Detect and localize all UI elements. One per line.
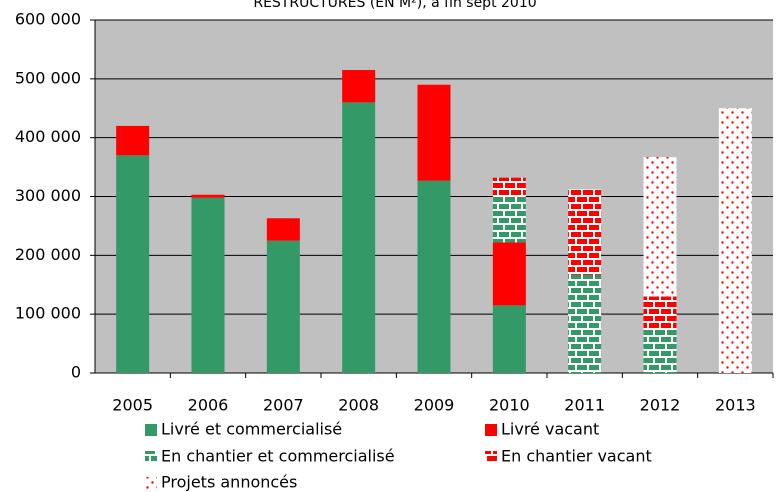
bar-segment xyxy=(116,125,150,156)
x-tick-label: 2010 xyxy=(489,396,530,415)
bar-segment xyxy=(492,177,526,197)
bar-segment xyxy=(342,70,376,103)
bar-segment xyxy=(643,330,677,373)
chart-title: RESTRUCTURÉS (EN M²), à fin sept 2010 xyxy=(253,0,536,11)
y-tick-label: 500 000 xyxy=(15,68,81,87)
bar-segment xyxy=(492,305,526,373)
bar-segment xyxy=(492,196,526,243)
bar-segment xyxy=(191,197,225,373)
y-tick-label: 0 xyxy=(71,363,81,382)
x-tick-label: 2008 xyxy=(338,396,379,415)
bar-segment xyxy=(266,240,300,373)
y-tick-label: 100 000 xyxy=(15,304,81,323)
x-tick-label: 2005 xyxy=(112,396,153,415)
bar-segment xyxy=(417,180,451,373)
legend-swatch xyxy=(485,424,497,436)
y-tick-label: 600 000 xyxy=(15,10,81,29)
legend-label: Projets annoncés xyxy=(161,473,297,492)
x-tick-label: 2012 xyxy=(640,396,681,415)
x-tick-label: 2011 xyxy=(564,396,605,415)
legend-label: Livré vacant xyxy=(501,420,599,439)
bar-segment xyxy=(116,155,150,373)
legend-swatch xyxy=(145,451,157,463)
bar-segment xyxy=(342,102,376,373)
bar-segment xyxy=(568,274,602,373)
y-tick-label: 400 000 xyxy=(15,127,81,146)
legend-swatch xyxy=(485,451,497,463)
bar-segment xyxy=(417,84,451,181)
legend-swatch xyxy=(145,424,157,436)
legend-label: En chantier vacant xyxy=(501,447,652,466)
legend-label: En chantier et commercialisé xyxy=(161,447,395,466)
legend: Livré et commercialisé Livré vacant En cha… xyxy=(145,420,652,492)
bar-segment xyxy=(191,194,225,198)
x-tick-label: 2006 xyxy=(188,396,229,415)
bar-segment xyxy=(568,189,602,275)
x-tick-label: 2013 xyxy=(715,396,756,415)
legend-swatch xyxy=(145,477,157,489)
y-tick-label: 200 000 xyxy=(15,245,81,264)
bar-segment xyxy=(492,242,526,306)
bar-segment xyxy=(266,218,300,241)
legend-label: Livré et commercialisé xyxy=(161,420,342,439)
bar-segment xyxy=(643,157,677,297)
x-tick-label: 2009 xyxy=(414,396,455,415)
bar-segment xyxy=(718,108,752,373)
y-tick-label: 300 000 xyxy=(15,186,81,205)
bar-segment xyxy=(643,296,677,331)
x-tick-label: 2007 xyxy=(263,396,304,415)
